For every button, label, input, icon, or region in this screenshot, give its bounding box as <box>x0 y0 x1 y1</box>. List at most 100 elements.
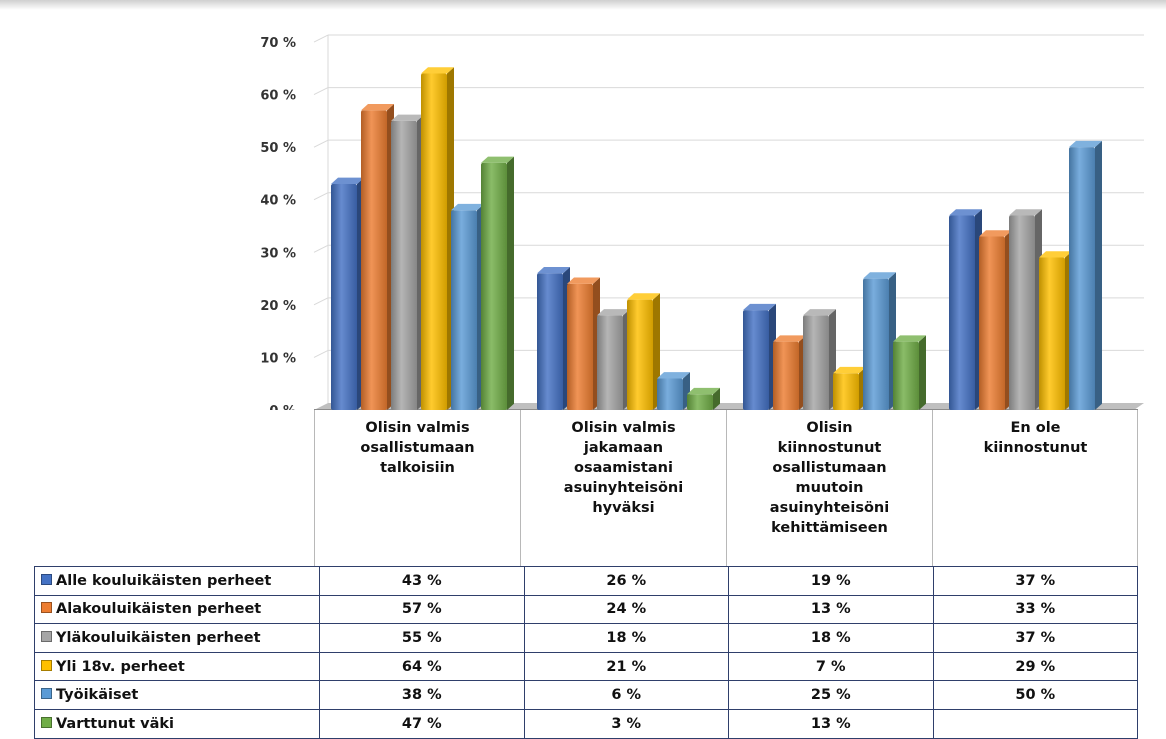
y-tick-label: 40 % <box>260 194 296 209</box>
bar-top <box>567 277 600 284</box>
bar-top <box>451 203 484 211</box>
category-header-line: asuinyhteisöni <box>563 480 684 496</box>
bar-top <box>803 309 836 316</box>
bar-front <box>949 215 975 410</box>
data-label: 47 % <box>319 708 525 739</box>
y-tick-label: 50 % <box>260 141 296 156</box>
category-header-line: hyväksi <box>592 500 655 516</box>
y-tick-label: 60 % <box>260 89 296 104</box>
bar-top <box>1009 209 1042 216</box>
bar-top <box>537 267 570 274</box>
category-header-line: osallistumaan <box>772 460 887 476</box>
bar-front <box>421 73 447 410</box>
bar-front <box>361 110 387 410</box>
data-label: 19 % <box>728 566 934 596</box>
category-header: En ole kiinnostunut <box>932 410 1138 567</box>
legend-entry: Yläkouluikäisten perheet <box>34 623 320 653</box>
bar-front <box>893 341 919 410</box>
bar-front <box>567 283 593 410</box>
bar-front <box>331 183 357 410</box>
bar-front <box>863 278 889 410</box>
bar <box>893 335 926 410</box>
bar-top <box>773 335 806 342</box>
legend-entry: Alakouluikäisten perheet <box>34 594 320 625</box>
bars <box>331 67 1102 410</box>
gridline-side <box>313 139 329 148</box>
bar-top <box>687 387 720 395</box>
bar <box>361 104 394 410</box>
gridline-side <box>313 34 329 43</box>
category-header-line: jakamaan <box>583 440 664 456</box>
bar-front <box>773 341 799 410</box>
legend-label: Varttunut väki <box>56 715 175 732</box>
data-label: 24 % <box>523 594 729 625</box>
data-label: 13 % <box>728 708 934 739</box>
bar-front <box>1039 257 1065 410</box>
data-label <box>932 708 1138 739</box>
category-headers: Olisin valmis osallistumaan talkoisiin Olis… <box>314 410 1138 567</box>
category-header-line: talkoisiin <box>380 460 455 476</box>
table-row: Yli 18v. perheet 64 % 21 % 7 % 29 % <box>34 651 1138 682</box>
gridline-side <box>313 192 329 201</box>
bar-side <box>507 156 514 410</box>
legend-entry: Työikäiset <box>34 680 320 710</box>
bar-front <box>833 373 859 410</box>
category-header-line: En ole <box>1010 420 1061 436</box>
table-row: Alle kouluikäisten perheet 43 % 26 % 19 % 37… <box>34 566 1138 596</box>
bar-side <box>1095 140 1102 410</box>
bar-top <box>597 309 630 316</box>
bar-front <box>391 120 417 410</box>
table-row: Yläkouluikäisten perheet 55 % 18 % 18 % 37 % <box>34 623 1138 653</box>
bar <box>803 309 836 410</box>
bar-top <box>361 104 394 111</box>
data-label: 26 % <box>523 566 729 596</box>
legend-label: Yli 18v. perheet <box>56 658 185 675</box>
category-header-line: muutoin <box>795 480 864 496</box>
bar-top <box>893 335 926 342</box>
legend-swatch <box>41 659 52 671</box>
data-label: 55 % <box>319 623 525 653</box>
bar-front <box>803 315 829 410</box>
legend-swatch <box>41 688 52 700</box>
bar-front <box>687 394 713 410</box>
data-table: Alle kouluikäisten perheet 43 % 26 % 19 % 37… <box>34 566 1138 739</box>
bar <box>773 335 806 410</box>
y-tick-label: 10 % <box>260 351 296 366</box>
y-tick-label: 30 % <box>260 246 296 261</box>
data-label: 7 % <box>728 651 934 682</box>
bar <box>743 303 776 410</box>
category-header-line: Olisin valmis <box>365 420 470 436</box>
gridline-side <box>313 349 329 358</box>
data-label: 29 % <box>932 651 1138 682</box>
category-header-line: kiinnostunut <box>777 440 882 456</box>
top-rule <box>0 0 1166 10</box>
data-label: 3 % <box>523 708 729 739</box>
bar-front <box>1009 215 1035 410</box>
bar <box>863 272 896 410</box>
bar-side <box>919 335 926 410</box>
category-header-line: Olisin valmis <box>571 420 676 436</box>
data-label: 25 % <box>728 680 934 710</box>
y-tick-label: 0 % <box>269 404 296 410</box>
bar-top <box>833 366 866 374</box>
bar-front <box>537 273 563 410</box>
data-label: 13 % <box>728 594 934 625</box>
category-header-line: kiinnostunut <box>983 440 1088 456</box>
bar-top <box>1069 140 1102 148</box>
gridline-side <box>313 87 329 96</box>
bar <box>657 372 690 410</box>
bar <box>567 277 600 410</box>
bar <box>833 366 866 410</box>
y-tick-label: 20 % <box>260 299 296 314</box>
category-header-line: osaamistani <box>574 460 673 476</box>
data-label: 33 % <box>932 594 1138 625</box>
gridline-side <box>313 297 329 306</box>
y-axis-ticks: 0 % 10 % 20 % 30 % 40 % 50 % 60 % 70 % <box>260 36 296 410</box>
bar <box>687 387 720 410</box>
bar <box>331 177 364 410</box>
bar-top <box>657 372 690 379</box>
data-label: 6 % <box>523 680 729 710</box>
data-label: 50 % <box>932 680 1138 710</box>
bar <box>597 309 630 410</box>
bar-front <box>627 299 653 410</box>
